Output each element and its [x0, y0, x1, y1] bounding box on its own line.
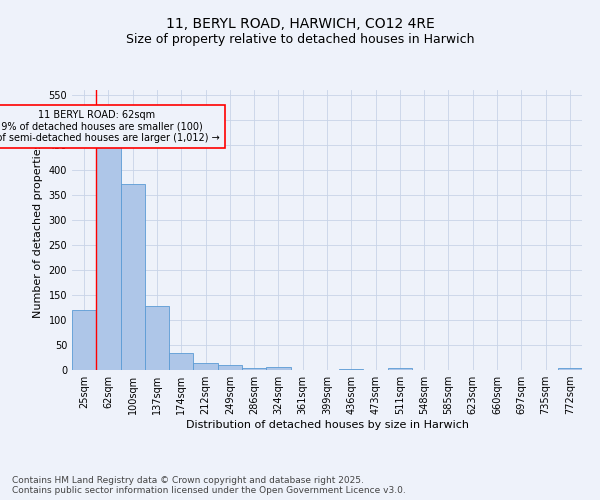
Bar: [339, 368, 364, 370]
Bar: [193, 362, 218, 370]
Text: 11, BERYL ROAD, HARWICH, CO12 4RE: 11, BERYL ROAD, HARWICH, CO12 4RE: [166, 18, 434, 32]
Bar: [242, 368, 266, 370]
Bar: [121, 184, 145, 370]
Bar: [388, 368, 412, 370]
Bar: [558, 368, 582, 370]
Text: Contains HM Land Registry data © Crown copyright and database right 2025.
Contai: Contains HM Land Registry data © Crown c…: [12, 476, 406, 495]
Text: Size of property relative to detached houses in Harwich: Size of property relative to detached ho…: [126, 32, 474, 46]
Bar: [266, 367, 290, 370]
Text: 11 BERYL ROAD: 62sqm
← 9% of detached houses are smaller (100)
90% of semi-detac: 11 BERYL ROAD: 62sqm ← 9% of detached ho…: [0, 110, 220, 143]
Bar: [218, 365, 242, 370]
Y-axis label: Number of detached properties: Number of detached properties: [33, 142, 43, 318]
Bar: [169, 352, 193, 370]
Bar: [72, 310, 96, 370]
Bar: [145, 306, 169, 370]
X-axis label: Distribution of detached houses by size in Harwich: Distribution of detached houses by size …: [185, 420, 469, 430]
Bar: [96, 142, 121, 370]
